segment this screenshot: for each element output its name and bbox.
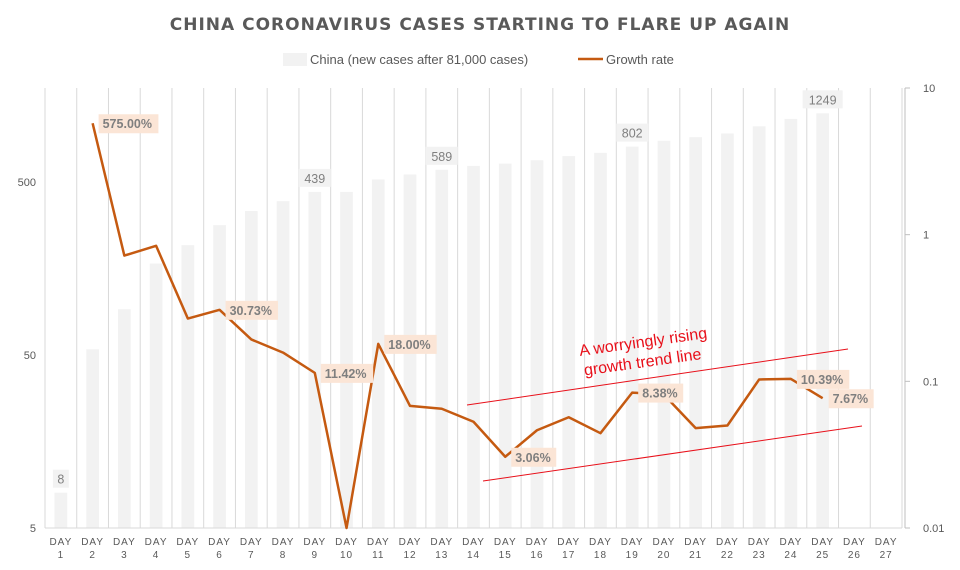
bar-data-label: 589 <box>431 150 452 164</box>
x-tick-label: DAY 8 <box>272 537 295 561</box>
growth-label-bg <box>384 334 437 354</box>
bar-day-4 <box>149 263 163 528</box>
bar-day-15 <box>498 163 512 528</box>
bar-label-bg <box>616 123 649 142</box>
bar-day-25 <box>816 113 829 528</box>
growth-label-bg <box>828 389 874 409</box>
bar-day-8 <box>276 201 290 528</box>
lower-trend-line <box>482 425 863 482</box>
x-tick-label: DAY 15 <box>494 537 517 561</box>
growth-label-bg <box>511 447 557 467</box>
growth-data-label: 18.00% <box>388 338 430 352</box>
bar-day-20 <box>657 140 671 529</box>
x-tick-label: DAY 11 <box>367 537 390 561</box>
growth-data-label: 575.00% <box>103 117 152 131</box>
growth-data-label: 3.06% <box>515 451 550 465</box>
right-tick-label: 0.01 <box>923 523 944 535</box>
bar-day-23 <box>752 126 766 528</box>
bar-data-label: 1249 <box>809 93 837 107</box>
bar-day-21 <box>689 137 703 528</box>
x-tick-label: DAY 22 <box>716 537 739 561</box>
right-tick-label: 1 <box>923 230 929 242</box>
bar-day-2 <box>86 349 99 528</box>
x-tick-label: DAY 27 <box>875 537 898 561</box>
growth-label-bg <box>98 114 159 134</box>
legend: China (new cases after 81,000 cases) Gro… <box>283 52 674 67</box>
bar-day-19 <box>625 146 639 528</box>
bar-day-11 <box>371 179 385 529</box>
x-tick-label: DAY 7 <box>240 537 263 561</box>
bar-label-bg <box>425 146 458 165</box>
bar-day-10 <box>340 191 353 528</box>
x-tick-label: DAY 18 <box>589 537 612 561</box>
x-tick-label: DAY 9 <box>303 537 326 561</box>
legend-label-bars: China (new cases after 81,000 cases) <box>310 52 528 67</box>
x-tick-label: DAY 3 <box>113 537 136 561</box>
growth-data-label: 11.42% <box>325 367 367 381</box>
bar-data-label: 802 <box>622 127 643 141</box>
bar-data-label: 439 <box>304 172 325 186</box>
x-tick-label: DAY 19 <box>621 537 644 561</box>
growth-rate-line <box>91 122 824 530</box>
x-tick-label: DAY 26 <box>843 537 866 561</box>
bar-day-3 <box>118 309 131 528</box>
right-tick-label: 10 <box>923 83 935 95</box>
bar-label-bg <box>52 469 69 488</box>
right-tick-label: 0.1 <box>923 376 938 388</box>
chart-title: CHINA CORONAVIRUS CASES STARTING TO FLAR… <box>170 15 790 35</box>
bar-label-bg <box>802 90 843 109</box>
bar-day-18 <box>594 152 607 529</box>
growth-label-bg <box>225 300 278 320</box>
bar-data-label: 8 <box>57 473 64 487</box>
bar-day-9 <box>308 191 322 528</box>
bar-day-5 <box>181 245 195 529</box>
x-tick-label: DAY 24 <box>779 537 802 561</box>
x-tick-label: DAY 2 <box>81 537 104 561</box>
x-tick-label: DAY 6 <box>208 537 231 561</box>
bar-day-7 <box>244 211 258 528</box>
bar-day-17 <box>562 156 576 528</box>
x-tick-label: DAY 10 <box>335 537 358 561</box>
legend-label-line: Growth rate <box>606 52 674 67</box>
x-tick-label: DAY 25 <box>811 537 834 561</box>
growth-data-label: 8.38% <box>642 387 677 401</box>
upper-trend-line <box>466 348 849 406</box>
bar-day-16 <box>530 160 544 528</box>
bar-day-14 <box>467 165 480 529</box>
growth-label-bg <box>320 363 374 383</box>
growth-data-label: 7.67% <box>833 392 868 406</box>
bar-day-24 <box>784 118 798 528</box>
bar-day-13 <box>435 169 449 528</box>
bar-day-1 <box>54 492 68 528</box>
x-tick-label: DAY 12 <box>399 537 422 561</box>
growth-data-label: 30.73% <box>230 304 272 318</box>
x-tick-label: DAY 13 <box>430 537 453 561</box>
x-tick-label: DAY 4 <box>145 537 168 561</box>
growth-data-label: 10.39% <box>801 373 843 387</box>
x-tick-label: DAY 17 <box>557 537 580 561</box>
x-tick-label: DAY 1 <box>49 537 72 561</box>
x-tick-label: DAY 23 <box>748 537 771 561</box>
x-tick-label: DAY 21 <box>684 537 707 561</box>
bar-label-bg <box>298 168 331 187</box>
left-tick-label: 5 <box>30 523 36 535</box>
x-tick-label: DAY 16 <box>526 537 549 561</box>
bar-day-22 <box>721 133 734 529</box>
legend-swatch-bars <box>283 53 307 66</box>
bar-day-6 <box>213 225 226 528</box>
x-tick-label: DAY 20 <box>653 537 676 561</box>
x-tick-label: DAY 5 <box>176 537 199 561</box>
left-tick-label: 50 <box>24 350 36 362</box>
growth-label-bg <box>796 369 850 389</box>
x-tick-label: DAY 14 <box>462 537 485 561</box>
left-tick-label: 500 <box>18 177 36 189</box>
growth-label-bg <box>638 383 684 403</box>
